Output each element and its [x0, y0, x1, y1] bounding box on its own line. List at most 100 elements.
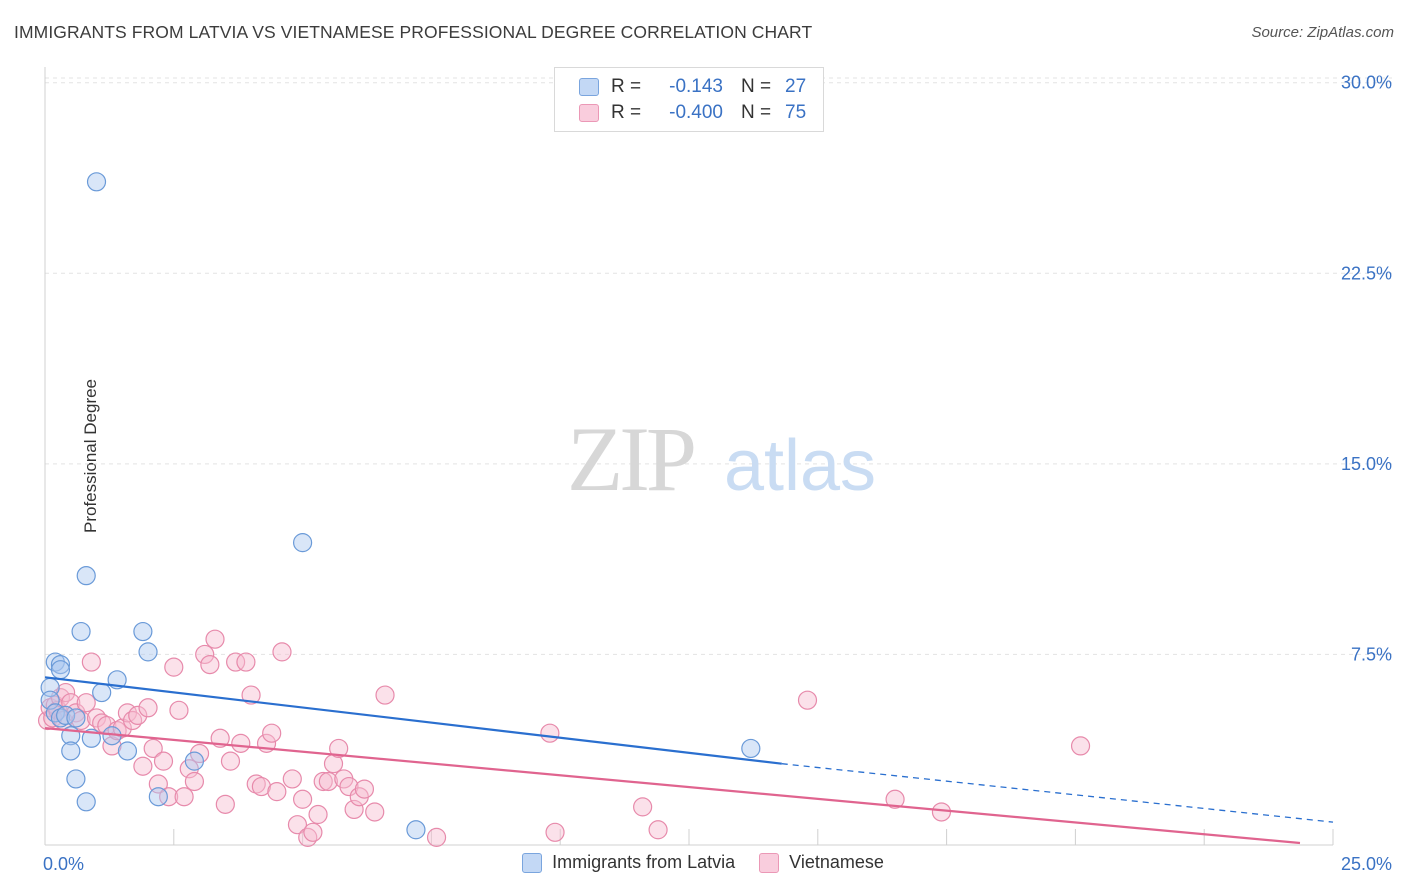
latvia-point [92, 682, 112, 703]
latvia-point [66, 708, 86, 728]
latvia-trend-extension [781, 763, 1334, 823]
vietnamese-point [71, 710, 91, 731]
vietnamese-point [184, 771, 205, 792]
vietnamese-point [375, 685, 395, 705]
vietnamese-point [220, 751, 241, 771]
vietnamese-point [61, 693, 81, 713]
legend-swatch-vietnamese [759, 852, 780, 873]
grid-lines [45, 77, 1392, 655]
vietnamese-point [226, 652, 246, 672]
latvia-point [148, 787, 168, 807]
vietnamese-point [272, 642, 292, 662]
latvia-trend-line [44, 676, 782, 765]
vietnamese-point [174, 787, 194, 807]
watermark: ZIP atlas [567, 408, 876, 510]
vietnamese-point [365, 802, 385, 822]
n-label: N = [741, 102, 772, 123]
y-tick-label: 30.0% [1341, 73, 1392, 93]
source-label: Source: ZipAtlas.com [1251, 24, 1394, 41]
vietnamese-point [153, 751, 174, 771]
y-tick-label: 15.0% [1341, 454, 1392, 474]
vietnamese-trend-line [44, 727, 1301, 845]
vietnamese-point [138, 698, 158, 718]
n-value: 27 [785, 76, 807, 97]
vietnamese-point [344, 799, 364, 820]
vietnamese-point [545, 822, 565, 842]
latvia-point [293, 533, 313, 553]
vietnamese-point [251, 776, 271, 797]
vietnamese-point [797, 690, 818, 710]
vietnamese-point [76, 693, 96, 713]
vietnamese-point [169, 700, 189, 720]
vietnamese-point [246, 774, 266, 794]
latvia-point [50, 660, 71, 680]
latvia-point [76, 792, 96, 812]
latvia-point [138, 642, 158, 662]
vietnamese-point [267, 782, 287, 802]
y-tick-label: 7.5% [1351, 644, 1392, 664]
x-tick-label-max: 25.0% [1341, 854, 1392, 874]
watermark-atlas: atlas [724, 426, 876, 506]
legend-label-vietnamese: Vietnamese [789, 852, 884, 872]
vietnamese-point [231, 733, 251, 753]
latvia-point [741, 738, 761, 759]
vietnamese-point [215, 794, 235, 814]
vietnamese-point [885, 789, 905, 809]
vietnamese-point [633, 797, 653, 817]
r-value: -0.400 [669, 102, 723, 123]
vietnamese-swatch [579, 104, 599, 122]
x-tick-label-min: 0.0% [43, 854, 84, 874]
vietnamese-point [354, 779, 375, 799]
vietnamese-point [426, 827, 447, 847]
n-value: 75 [785, 102, 807, 123]
latvia-point [71, 621, 91, 642]
vietnamese-point [195, 644, 215, 665]
vietnamese-point [128, 705, 148, 726]
latvia-point [66, 769, 86, 789]
r-label: R = [611, 76, 642, 97]
vietnamese-point [282, 769, 302, 789]
series-latvia-points [40, 172, 761, 840]
series-vietnamese-points [37, 629, 1091, 847]
r-value: -0.143 [669, 76, 723, 97]
latvia-point [50, 708, 71, 728]
latvia-point [184, 751, 205, 771]
vietnamese-point [241, 685, 261, 705]
vietnamese-point [81, 652, 101, 672]
vietnamese-point [56, 682, 76, 703]
latvia-point [40, 690, 60, 710]
vietnamese-point [102, 736, 122, 756]
vietnamese-point [293, 789, 313, 809]
vietnamese-point [122, 710, 143, 731]
vietnamese-point [303, 822, 323, 842]
watermark-zip: ZIP [567, 408, 694, 510]
vietnamese-point [318, 771, 338, 792]
latvia-point [117, 741, 138, 761]
vietnamese-point [313, 771, 333, 792]
vietnamese-point [205, 629, 225, 649]
legend-item-latvia: Immigrants from Latvia [522, 852, 735, 873]
legend-swatch-latvia [522, 852, 543, 873]
vietnamese-point [298, 827, 318, 847]
latvia-point [61, 741, 81, 761]
latvia-point [86, 172, 107, 192]
latvia-swatch [579, 78, 599, 96]
vietnamese-point [540, 723, 560, 743]
vietnamese-point [262, 723, 282, 743]
vietnamese-point [236, 652, 256, 672]
vietnamese-point [164, 657, 184, 677]
legend-label-latvia: Immigrants from Latvia [552, 852, 736, 872]
vietnamese-point [287, 815, 308, 835]
vietnamese-point [648, 820, 668, 840]
tick-labels: 7.5% 15.0% 22.5% 30.0% 0.0% 25.0% [43, 73, 1392, 874]
vietnamese-point [200, 654, 220, 675]
series-legend: Immigrants from Latvia Vietnamese [0, 852, 1406, 873]
stats-row-latvia: R = -0.143 N = 27 [579, 75, 806, 99]
latvia-point [76, 566, 96, 586]
vietnamese-point [308, 804, 328, 825]
vietnamese-point [931, 802, 952, 822]
chart-title: IMMIGRANTS FROM LATVIA VS VIETNAMESE PRO… [14, 22, 813, 42]
stats-legend: R = -0.143 N = 27 R = -0.400 N = 75 [554, 67, 824, 132]
vietnamese-point [143, 738, 163, 759]
